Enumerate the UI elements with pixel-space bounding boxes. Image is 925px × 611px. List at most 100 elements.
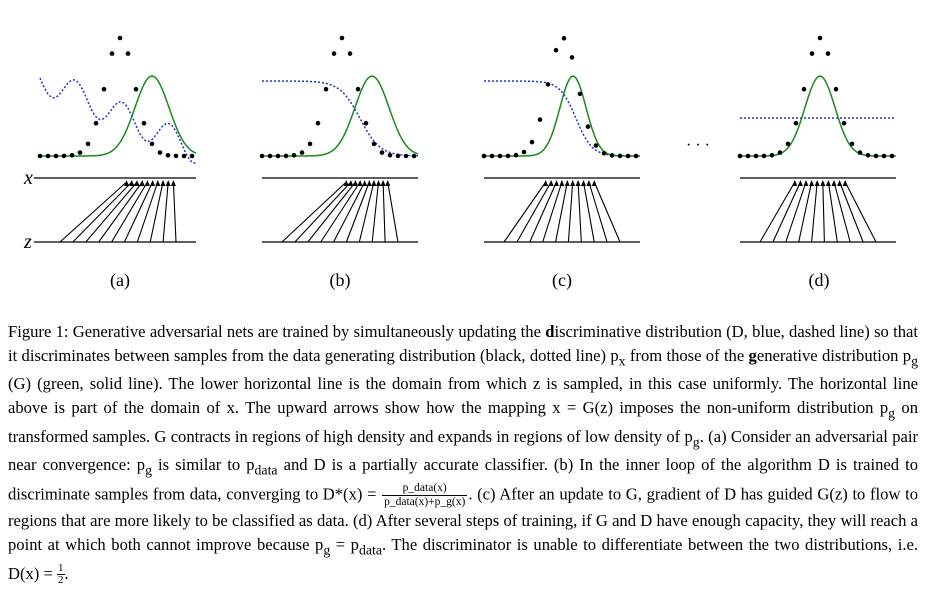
data-point-a bbox=[109, 51, 115, 56]
data-point-b bbox=[387, 153, 393, 158]
mapping-arrow-a bbox=[172, 181, 177, 243]
arrowhead-c bbox=[543, 180, 549, 186]
ellipsis: · · · bbox=[686, 137, 710, 154]
data-point-d bbox=[841, 120, 847, 126]
arrowhead-a bbox=[165, 180, 171, 186]
mapping-arrow-b bbox=[382, 181, 386, 243]
data-point-d bbox=[753, 153, 759, 159]
data-point-d bbox=[849, 141, 855, 147]
data-point-a bbox=[45, 153, 51, 159]
arrowhead-b bbox=[353, 180, 358, 186]
figure-canvas: x z · · · bbox=[23, 35, 896, 253]
data-point-a bbox=[133, 86, 139, 92]
mapping-arrow-b bbox=[320, 181, 361, 243]
data-point-d bbox=[865, 153, 871, 158]
data-point-c bbox=[497, 153, 503, 159]
caption-text: on transformed samples. G contracts in r… bbox=[8, 397, 918, 446]
data-point-d bbox=[761, 153, 767, 159]
arrowhead-c bbox=[548, 180, 554, 186]
fraction-denominator: p_data(x)+p_g(x) bbox=[384, 496, 466, 509]
data-point-c bbox=[537, 117, 543, 122]
mapping-arrow-c bbox=[588, 181, 608, 243]
arrowhead-d bbox=[820, 180, 826, 186]
caption-text: enerative distribution p bbox=[756, 345, 912, 365]
arrowhead-a bbox=[155, 180, 161, 186]
data-point-b bbox=[299, 150, 305, 155]
arrowhead-c bbox=[586, 180, 592, 186]
data-point-c bbox=[513, 152, 519, 158]
panel-label-d: (d) bbox=[808, 270, 830, 290]
data-point-d bbox=[873, 153, 879, 159]
caption-subscript: g bbox=[145, 462, 152, 478]
arrowhead-c bbox=[570, 180, 576, 186]
mapping-arrow-c bbox=[593, 181, 621, 243]
caption-text: . The discriminator is unable to differe… bbox=[8, 534, 918, 583]
mapping-arrow-c bbox=[555, 181, 568, 243]
data-point-c bbox=[481, 153, 487, 159]
arrowhead-d bbox=[797, 180, 803, 186]
mapping-arrow-c bbox=[577, 181, 582, 243]
data-point-b bbox=[331, 51, 337, 56]
mapping-arrow-b bbox=[307, 181, 356, 243]
arrowhead-d bbox=[803, 180, 809, 186]
caption-bold-g: g bbox=[748, 345, 757, 365]
caption-subscript: data bbox=[358, 542, 383, 558]
data-point-d bbox=[737, 153, 743, 159]
data-point-d bbox=[857, 150, 863, 155]
caption-bold-d: d bbox=[545, 322, 555, 341]
data-point-c bbox=[545, 82, 551, 87]
data-point-d bbox=[817, 35, 823, 41]
data-point-b bbox=[283, 153, 289, 159]
data-point-d bbox=[777, 150, 783, 155]
data-point-b bbox=[339, 35, 345, 41]
caption-subscript: g bbox=[323, 542, 331, 558]
mapping-arrow-a bbox=[136, 181, 159, 243]
data-point-c bbox=[617, 153, 623, 159]
generator-curve-a bbox=[40, 75, 197, 157]
mapping-arrow-a bbox=[162, 181, 169, 243]
mapping-arrow-d bbox=[798, 181, 813, 243]
data-point-d bbox=[793, 120, 799, 126]
data-point-b bbox=[315, 120, 321, 126]
arrowhead-a bbox=[134, 180, 140, 186]
mapping-arrow-b bbox=[281, 181, 347, 243]
arrowhead-a bbox=[170, 180, 176, 186]
arrowhead-b bbox=[348, 180, 354, 186]
data-point-c bbox=[553, 47, 559, 53]
data-point-a bbox=[69, 153, 75, 158]
arrowhead-b bbox=[362, 180, 368, 186]
caption-fraction: p_data(x) p_data(x)+p_g(x) bbox=[382, 482, 468, 509]
mapping-arrow-c bbox=[503, 181, 547, 243]
arrowhead-b bbox=[343, 180, 349, 186]
data-point-d bbox=[825, 51, 831, 56]
data-point-c bbox=[521, 149, 527, 155]
caption-text: Generative adversarial nets are trained … bbox=[68, 322, 546, 341]
data-point-a bbox=[85, 141, 91, 147]
data-point-c bbox=[505, 153, 511, 159]
data-point-b bbox=[363, 120, 369, 126]
data-point-c bbox=[609, 153, 615, 158]
arrowhead-c bbox=[581, 180, 586, 186]
data-point-c bbox=[625, 153, 631, 159]
generator-curve-b bbox=[262, 75, 419, 157]
mapping-arrow-d bbox=[844, 181, 877, 243]
mapping-arrow-d bbox=[785, 181, 807, 243]
arrowhead-d bbox=[825, 180, 831, 186]
mapping-arrow-a bbox=[85, 181, 138, 243]
data-point-b bbox=[347, 51, 353, 56]
data-point-b bbox=[355, 86, 361, 92]
mapping-arrow-a bbox=[72, 181, 133, 243]
caption-text: . (a) Consider an adversarial pair near … bbox=[8, 426, 918, 475]
generator-curve-d bbox=[740, 75, 896, 157]
mapping-arrow-c bbox=[542, 181, 563, 243]
mapping-arrow-d bbox=[772, 181, 801, 243]
arrowhead-d bbox=[814, 180, 820, 186]
panel-label-c: (c) bbox=[552, 270, 572, 290]
data-point-a bbox=[141, 120, 147, 126]
discriminator-curve-b bbox=[262, 80, 419, 157]
data-point-a bbox=[181, 153, 187, 159]
data-point-b bbox=[267, 153, 273, 159]
data-point-b bbox=[411, 153, 417, 159]
caption-subscript: x bbox=[618, 352, 626, 368]
data-point-c bbox=[529, 139, 535, 145]
